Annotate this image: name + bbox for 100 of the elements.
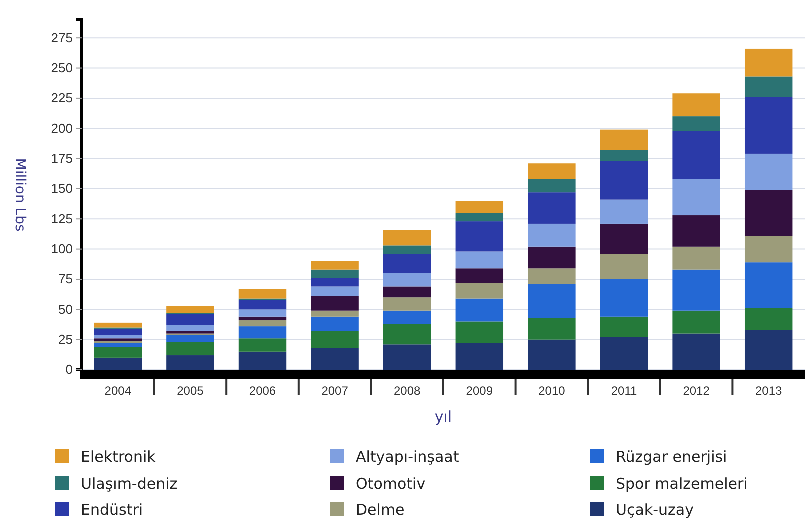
y-tick-label: 150 <box>51 181 73 196</box>
bar <box>94 335 142 339</box>
bar <box>600 161 648 200</box>
bar <box>238 326 287 339</box>
bar <box>528 179 576 193</box>
bar <box>456 201 504 214</box>
x-tick-label: 2012 <box>683 384 710 398</box>
bar <box>383 286 432 298</box>
bar <box>166 356 214 370</box>
bar <box>166 335 214 342</box>
bar <box>238 300 287 310</box>
bar <box>744 236 793 263</box>
bar <box>672 131 720 180</box>
bar <box>528 246 576 269</box>
y-tick-label: 250 <box>51 60 73 76</box>
bar <box>383 298 432 311</box>
bar <box>528 268 576 284</box>
y-tick-label: 100 <box>51 241 73 256</box>
x-tick-label: 2009 <box>466 384 494 398</box>
bar <box>744 97 793 154</box>
bar <box>311 296 359 311</box>
bar <box>672 179 720 216</box>
bar <box>744 262 793 308</box>
y-tick-label: 175 <box>51 150 73 166</box>
bar <box>166 325 214 332</box>
bar <box>672 94 720 117</box>
y-tick-label: 125 <box>51 211 73 226</box>
x-tick-label: 2008 <box>394 384 422 398</box>
x-tick-label: 2006 <box>249 384 276 398</box>
bar <box>600 200 648 224</box>
bar <box>528 340 576 370</box>
bar <box>744 330 793 370</box>
bar <box>383 254 432 274</box>
bar <box>456 213 504 222</box>
y-tick-label: 50 <box>58 302 73 317</box>
x-tick-label: 2007 <box>322 384 349 398</box>
bar <box>94 338 142 342</box>
bar <box>94 322 142 328</box>
bar <box>672 270 720 311</box>
bar <box>311 316 359 332</box>
y-tick-label: 0 <box>66 362 73 378</box>
legend-label: Endüstri <box>81 501 144 519</box>
bar <box>528 224 576 247</box>
bar <box>600 130 648 150</box>
bar <box>238 352 287 370</box>
legend-label: Uçak-uzay <box>616 501 694 519</box>
bar <box>456 222 504 252</box>
bar <box>238 338 287 352</box>
bar <box>672 334 720 370</box>
legend-label: Spor malzemeleri <box>616 475 748 493</box>
bar <box>166 342 214 356</box>
y-tick-label: 200 <box>51 120 73 136</box>
bar <box>311 348 359 370</box>
legend-label: Ulaşım-deniz <box>81 475 178 493</box>
bar <box>311 286 359 296</box>
bar <box>383 324 432 345</box>
bar <box>383 246 432 254</box>
bar <box>94 358 142 370</box>
bar <box>672 116 720 132</box>
y-tick-label: 25 <box>58 332 73 347</box>
legend-label: Altyapı-inşaat <box>356 448 460 466</box>
bar <box>456 268 504 284</box>
bar <box>311 261 359 270</box>
bar <box>238 320 287 327</box>
bar <box>166 331 214 334</box>
bar <box>94 343 142 348</box>
bar <box>383 273 432 287</box>
bar <box>744 154 793 190</box>
bar <box>311 270 359 278</box>
bar <box>600 150 648 162</box>
y-tick-label: 225 <box>51 90 73 106</box>
bar <box>456 298 504 322</box>
x-tick-label: 2004 <box>104 384 132 398</box>
x-tick-label: 2010 <box>538 384 566 398</box>
y-axis-title: Million Lbs <box>12 158 28 232</box>
bar <box>600 254 648 280</box>
bar <box>456 322 504 344</box>
bar <box>600 279 648 317</box>
bar <box>238 310 287 317</box>
bar <box>94 347 142 358</box>
bar <box>744 308 793 330</box>
y-tick-label: 275 <box>51 30 73 46</box>
bar <box>528 284 576 318</box>
bar <box>166 306 214 314</box>
bar <box>238 316 287 321</box>
bar <box>238 289 287 299</box>
y-tick-label: 75 <box>58 272 73 287</box>
x-axis-title: yıl <box>434 408 452 426</box>
bar <box>600 337 648 370</box>
bar <box>311 278 359 287</box>
x-tick-label: 2005 <box>177 384 204 398</box>
bar <box>528 164 576 180</box>
bar <box>600 224 648 254</box>
bar <box>672 246 720 270</box>
bar <box>456 283 504 299</box>
legend-label: Rüzgar enerjisi <box>616 448 728 466</box>
bar <box>672 310 720 334</box>
bar <box>311 310 359 317</box>
bar <box>383 344 432 370</box>
bar <box>600 316 648 338</box>
